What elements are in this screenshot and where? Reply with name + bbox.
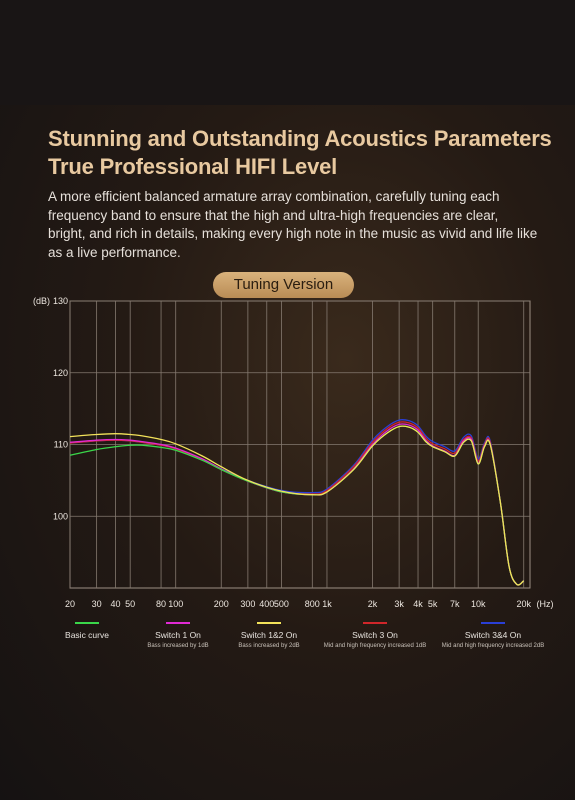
top-band <box>0 0 575 105</box>
legend-swatch <box>166 622 190 624</box>
chart-series <box>69 418 525 586</box>
y-axis-unit: (dB) <box>33 296 50 306</box>
series-line-switch-1-on <box>69 423 525 586</box>
headline: Stunning and Outstanding Acoustics Param… <box>48 125 552 181</box>
legend-note: Mid and high frequency increased 2dB <box>441 643 545 649</box>
x-tick-label: 400 <box>259 599 274 609</box>
x-tick-label: 80 <box>156 599 166 609</box>
frequency-response-chart: 20 30 40 50 80 100 200 300 400 500 800 1k 2k 3k 4k 5k 7k… <box>33 296 554 609</box>
x-tick-label: 3k <box>394 599 404 609</box>
legend-note: Bass increased by 2dB <box>238 643 300 649</box>
legend-item: Basic curve <box>27 622 147 640</box>
y-tick-label: 110 <box>54 440 68 450</box>
chart-axes: 20 30 40 50 80 100 200 300 400 500 800 1k 2k 3k 4k 5k 7k… <box>33 296 554 609</box>
legend-item: Switch 3 On Mid and high frequency increa… <box>315 622 435 651</box>
x-tick-label: 200 <box>214 599 229 609</box>
x-tick-label: 1k <box>322 599 332 609</box>
x-tick-label: 20 <box>65 599 75 609</box>
series-line-switch-3-on <box>69 421 525 586</box>
series-line-switch-1-and-2-on <box>69 425 525 586</box>
legend-note: Bass increased by 1dB <box>147 643 209 649</box>
x-axis-unit: (Hz) <box>537 599 554 609</box>
x-tick-label: 40 <box>111 599 121 609</box>
legend-swatch <box>257 622 281 624</box>
x-tick-label: 20k <box>516 599 531 609</box>
legend-item: Switch 1 On Bass increased by 1dB <box>118 622 238 651</box>
tuning-version-badge: Tuning Version <box>213 272 354 298</box>
x-tick-label: 5k <box>428 599 438 609</box>
x-tick-label: 2k <box>368 599 378 609</box>
x-tick-label: 50 <box>125 599 135 609</box>
legend-label: Switch 3&4 On <box>464 630 522 640</box>
legend-note: Mid and high frequency increased 1dB <box>323 643 427 649</box>
legend-swatch <box>75 622 99 624</box>
x-tick-label: 10k <box>471 599 486 609</box>
legend-item: Switch 3&4 On Mid and high frequency incr… <box>433 622 553 651</box>
y-tick-label: 120 <box>53 368 68 378</box>
description: A more efficient balanced armature array… <box>48 189 538 260</box>
legend-swatch <box>481 622 505 624</box>
legend-label: Switch 3 On <box>352 630 398 640</box>
x-tick-label: 100 <box>168 599 183 609</box>
legend-swatch <box>363 622 387 624</box>
x-tick-label: 7k <box>450 599 460 609</box>
legend-label: Basic curve <box>65 630 109 640</box>
x-tick-label: 800 <box>305 599 320 609</box>
y-tick-label: 130 <box>53 296 68 306</box>
legend-item: Switch 1&2 On Bass increased by 2dB <box>209 622 329 651</box>
headline-line-2: True Professional HIFI Level <box>48 154 338 179</box>
x-tick-label: 30 <box>92 599 102 609</box>
y-tick-label: 100 <box>53 511 68 521</box>
x-tick-label: 300 <box>240 599 255 609</box>
chart-legend: Basic curve Switch 1 On Bass increased by … <box>0 622 575 662</box>
headline-line-1: Stunning and Outstanding Acoustics Param… <box>48 126 552 151</box>
legend-label: Switch 1&2 On <box>240 630 298 640</box>
legend-label: Switch 1 On <box>155 630 201 640</box>
x-tick-label: 4k <box>413 599 423 609</box>
x-tick-label: 500 <box>274 599 289 609</box>
